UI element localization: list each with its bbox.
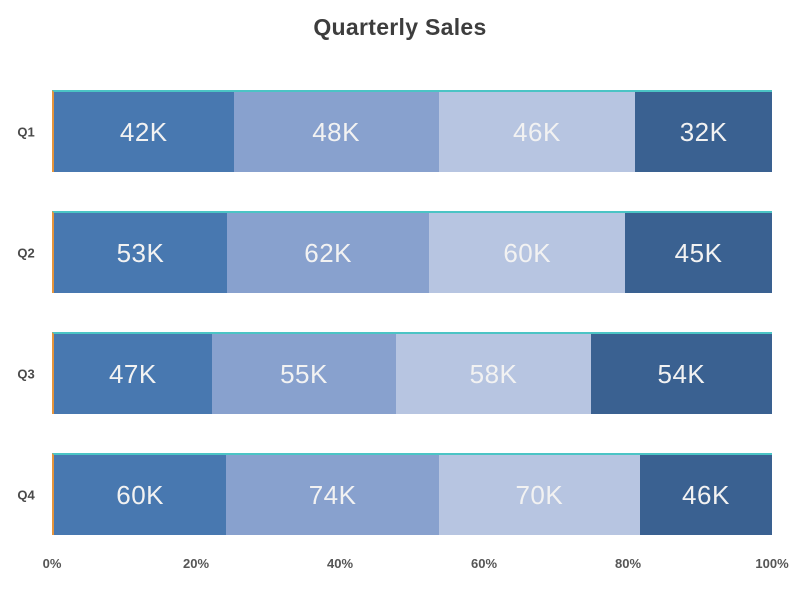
segment-value-label: 46K bbox=[682, 479, 730, 510]
category-label-q4: Q4 bbox=[17, 487, 35, 503]
bar-segment-q3-segment-3: 58K bbox=[396, 334, 591, 414]
x-tick-20pct: 20% bbox=[182, 556, 210, 571]
chart-title: Quarterly Sales bbox=[313, 14, 487, 40]
segment-value-label: 47K bbox=[108, 358, 157, 389]
bar-segment-q1-segment-3: 46K bbox=[438, 92, 636, 172]
bar-segment-q3-segment-4: 54K bbox=[590, 334, 772, 414]
bar-segment-q3-segment-2: 55K bbox=[211, 334, 397, 414]
bar-row-q2: Q2 53K 62K 60K 45K bbox=[17, 211, 772, 293]
bar-segment-q4-segment-2: 74K bbox=[226, 455, 439, 535]
x-tick-80pct: 80% bbox=[614, 556, 642, 571]
segment-value-label: 60K bbox=[503, 237, 552, 268]
x-tick-0pct: 0% bbox=[42, 556, 62, 571]
bar-segment-q1-segment-4: 32K bbox=[635, 92, 772, 172]
bar-segment-q1-segment-1: 42K bbox=[54, 92, 234, 172]
category-label-q3: Q3 bbox=[17, 366, 35, 382]
segment-value-label: 46K bbox=[513, 116, 561, 147]
bar-segment-q4-segment-1: 60K bbox=[54, 455, 227, 535]
plot-area: Q1 42K 48K 46K 32K Q2 53K 62K 60K 45K Q3 47K 55K 58K 5… bbox=[17, 90, 772, 537]
bar-segment-q3-segment-1: 47K bbox=[54, 334, 212, 414]
segment-value-label: 58K bbox=[469, 358, 518, 389]
bar-segment-q1-segment-2: 48K bbox=[233, 92, 439, 172]
bar-segment-q2-segment-2: 62K bbox=[226, 213, 430, 293]
segment-value-label: 54K bbox=[657, 358, 706, 389]
segment-value-label: 74K bbox=[308, 479, 357, 510]
segment-value-label: 70K bbox=[515, 479, 564, 510]
segment-value-label: 32K bbox=[679, 116, 728, 147]
category-label-q2: Q2 bbox=[17, 245, 35, 261]
segment-value-label: 53K bbox=[116, 237, 165, 268]
bar-row-q1: Q1 42K 48K 46K 32K bbox=[17, 90, 772, 172]
segment-value-label: 60K bbox=[116, 479, 165, 510]
x-tick-100pct: 100% bbox=[755, 556, 789, 571]
bar-segment-q4-segment-4: 46K bbox=[639, 455, 772, 535]
bar-segment-q2-segment-4: 45K bbox=[625, 213, 772, 293]
segment-value-label: 45K bbox=[674, 237, 723, 268]
segment-value-label: 42K bbox=[119, 116, 168, 147]
x-tick-40pct: 40% bbox=[326, 556, 354, 571]
bar-row-q4: Q4 60K 74K 70K 46K bbox=[17, 453, 772, 535]
bar-segment-q4-segment-3: 70K bbox=[438, 455, 640, 535]
bar-row-q3: Q3 47K 55K 58K 54K bbox=[17, 332, 772, 414]
segment-value-label: 48K bbox=[312, 116, 360, 147]
x-tick-60pct: 60% bbox=[470, 556, 498, 571]
x-axis: 0% 20% 40% 60% 80% 100% bbox=[43, 556, 789, 574]
segment-value-label: 55K bbox=[280, 358, 328, 389]
bar-segment-q2-segment-3: 60K bbox=[429, 213, 626, 293]
bar-segment-q2-segment-1: 53K bbox=[54, 213, 227, 293]
category-label-q1: Q1 bbox=[17, 124, 35, 140]
segment-value-label: 62K bbox=[304, 237, 353, 268]
